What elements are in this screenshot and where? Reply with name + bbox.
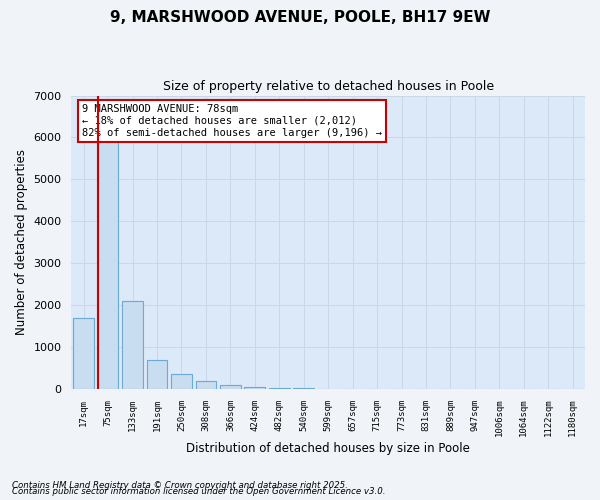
Bar [293, 388, 314, 389]
Bar [146, 360, 167, 389]
Bar [73, 318, 94, 389]
Title: Size of property relative to detached houses in Poole: Size of property relative to detached ho… [163, 80, 494, 93]
Y-axis label: Number of detached properties: Number of detached properties [15, 150, 28, 336]
Text: Contains HM Land Registry data © Crown copyright and database right 2025.: Contains HM Land Registry data © Crown c… [12, 481, 348, 490]
Text: 9 MARSHWOOD AVENUE: 78sqm
← 18% of detached houses are smaller (2,012)
82% of se: 9 MARSHWOOD AVENUE: 78sqm ← 18% of detac… [82, 104, 382, 138]
Bar [122, 301, 143, 389]
Bar [244, 386, 265, 389]
Bar [98, 138, 118, 389]
Bar [269, 388, 290, 389]
Bar [171, 374, 192, 389]
Text: Contains public sector information licensed under the Open Government Licence v3: Contains public sector information licen… [12, 488, 386, 496]
X-axis label: Distribution of detached houses by size in Poole: Distribution of detached houses by size … [186, 442, 470, 455]
Bar [220, 385, 241, 389]
Bar [196, 380, 217, 389]
Text: 9, MARSHWOOD AVENUE, POOLE, BH17 9EW: 9, MARSHWOOD AVENUE, POOLE, BH17 9EW [110, 10, 490, 25]
